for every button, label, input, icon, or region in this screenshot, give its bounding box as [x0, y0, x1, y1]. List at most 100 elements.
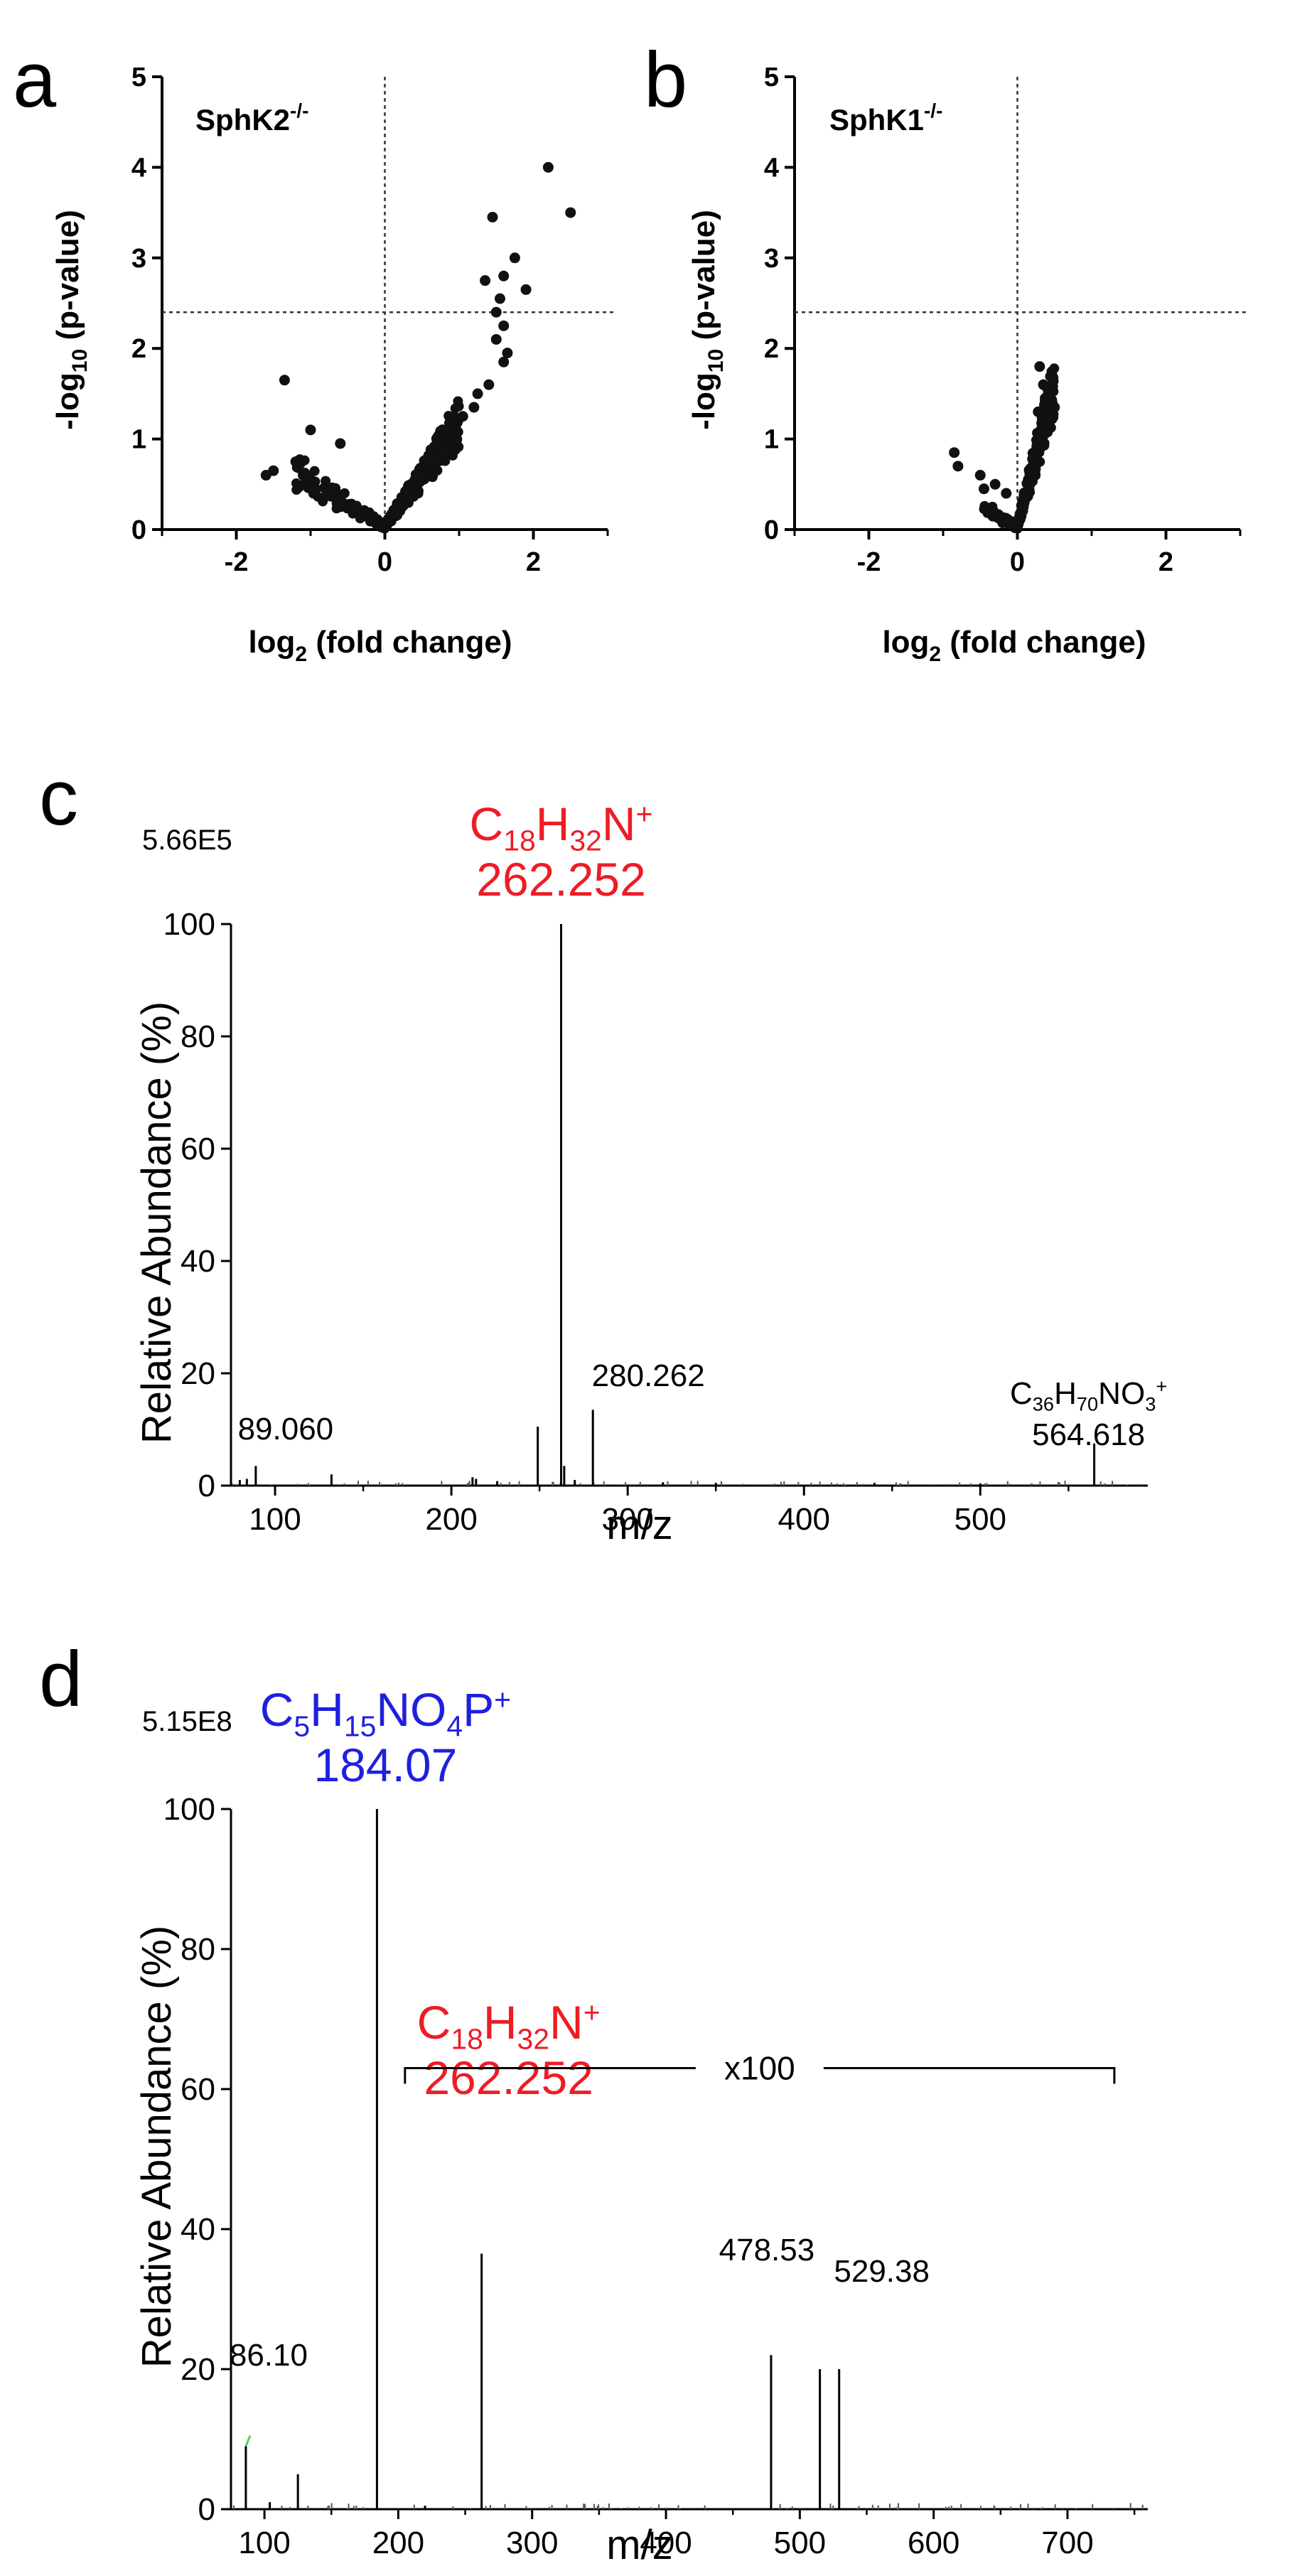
data-point	[490, 333, 502, 345]
data-point	[364, 514, 375, 525]
data-point	[457, 411, 468, 422]
data-point	[392, 507, 402, 517]
x-tick-label: 300	[506, 2526, 558, 2560]
y-tick-label: 80	[181, 1019, 215, 1054]
plot-area-a: 0 1 2 3 4 5 -2 0 2	[131, 63, 615, 577]
data-point	[1033, 406, 1044, 417]
data-point	[429, 466, 440, 477]
data-point	[427, 447, 438, 458]
data-point	[450, 403, 461, 414]
x-tick-label: 500	[954, 1502, 1006, 1537]
x-tick-label: -2	[857, 547, 881, 577]
data-point	[542, 161, 554, 173]
ms-spectrum-d: d 5.15E8 0 20 40 60 80 100 100 200 300 400 500 600 7…	[39, 1636, 1148, 2568]
data-point	[1028, 451, 1038, 462]
formula-label: C36H70NO3+	[1010, 1375, 1167, 1415]
data-point	[509, 252, 520, 264]
x-tick-label: 400	[640, 2526, 692, 2560]
data-point	[396, 492, 407, 503]
y-tick-label: 0	[198, 2492, 215, 2527]
scale-label-c: 5.66E5	[142, 825, 232, 856]
y-tick-label: 100	[163, 1792, 215, 1827]
data-point	[1001, 488, 1012, 499]
y-tick-label: 5	[131, 63, 146, 92]
data-point	[1034, 361, 1045, 372]
data-point	[949, 447, 960, 458]
data-point	[411, 474, 421, 485]
volcano-plot-sphk1: b 0 1 2 3 4 5 -2 0 2 SphK1-/- log2 (fold change)…	[644, 36, 1247, 666]
data-point	[1049, 402, 1060, 413]
y-tick-label: 2	[131, 334, 146, 364]
y-tick-label: 5	[764, 63, 779, 92]
plot-area-b: 0 1 2 3 4 5 -2 0 2	[764, 63, 1247, 577]
x-tick-label: 200	[372, 2526, 424, 2560]
y-tick-label: 80	[181, 1932, 215, 1967]
data-point	[1010, 519, 1021, 530]
formula-label: C5H15NO4P+	[260, 1683, 511, 1743]
x-tick-label: 500	[774, 2526, 826, 2560]
scale-bracket-left	[404, 2066, 696, 2084]
data-point	[260, 470, 271, 481]
x-tick-label: 2	[1158, 547, 1173, 577]
data-point	[1021, 494, 1031, 505]
data-point	[978, 483, 989, 495]
data-point	[996, 515, 1006, 525]
y-tick-label: 4	[131, 153, 146, 183]
data-point	[483, 379, 495, 390]
data-point	[308, 488, 318, 499]
data-point	[446, 412, 456, 423]
data-point	[1016, 504, 1027, 515]
data-point	[468, 402, 480, 413]
panel-letter-d: d	[39, 1636, 82, 1723]
panel-letter-c: c	[39, 754, 78, 842]
mz-label: 280.262	[592, 1358, 705, 1393]
plot-area-d: 0 20 40 60 80 100 100 200 300 400 500 600 700 C5H15NO…	[163, 1683, 1148, 2560]
data-point	[565, 207, 576, 218]
y-tick-label: 40	[181, 1244, 215, 1279]
x-tick-label: 200	[425, 1502, 477, 1537]
x-tick-label: 700	[1041, 2526, 1093, 2560]
data-point	[291, 485, 302, 495]
data-point	[982, 508, 993, 518]
x-tick-label: 400	[778, 1502, 830, 1537]
x-tick-label: 100	[249, 1502, 301, 1537]
formula-label: C18H32N+	[470, 798, 653, 857]
data-point	[335, 438, 346, 449]
data-point	[318, 496, 328, 507]
data-point	[1036, 418, 1047, 429]
mz-label: 564.618	[1032, 1417, 1145, 1452]
panel-letter-b: b	[644, 36, 687, 124]
data-point	[520, 284, 532, 295]
y-tick-label: 60	[181, 1132, 215, 1166]
mz-label: 89.060	[238, 1412, 334, 1447]
mz-label: 478.53	[719, 2233, 815, 2268]
green-marker	[244, 2435, 252, 2447]
y-tick-label: 2	[764, 334, 779, 364]
data-point	[383, 512, 394, 523]
scale-factor-label: x100	[724, 2049, 795, 2086]
data-point	[290, 456, 301, 467]
x-axis-label-b: log2 (fold change)	[882, 625, 1146, 666]
data-point	[487, 211, 498, 222]
data-point	[334, 498, 345, 509]
data-point	[498, 320, 510, 331]
y-tick-label: 0	[131, 515, 146, 545]
y-tick-label: 3	[764, 244, 779, 274]
x-tick-label: 300	[601, 1502, 653, 1537]
data-point	[305, 424, 316, 436]
y-tick-label: 0	[198, 1469, 215, 1503]
data-point	[498, 270, 510, 281]
y-axis-label-c: Relative Abundance (%)	[134, 1002, 180, 1444]
formula-label: C18H32N+	[417, 1996, 601, 2056]
mz-label: 86.10	[230, 2338, 308, 2373]
y-tick-label: 40	[181, 2212, 215, 2247]
mz-label: 529.38	[834, 2254, 930, 2289]
panel-letter-a: a	[13, 36, 57, 124]
mz-label: 262.252	[476, 853, 646, 906]
data-point	[974, 470, 986, 481]
data-point	[339, 488, 350, 498]
y-axis-label-d: Relative Abundance (%)	[134, 1926, 180, 2368]
data-point	[298, 470, 309, 481]
data-point	[480, 275, 491, 286]
